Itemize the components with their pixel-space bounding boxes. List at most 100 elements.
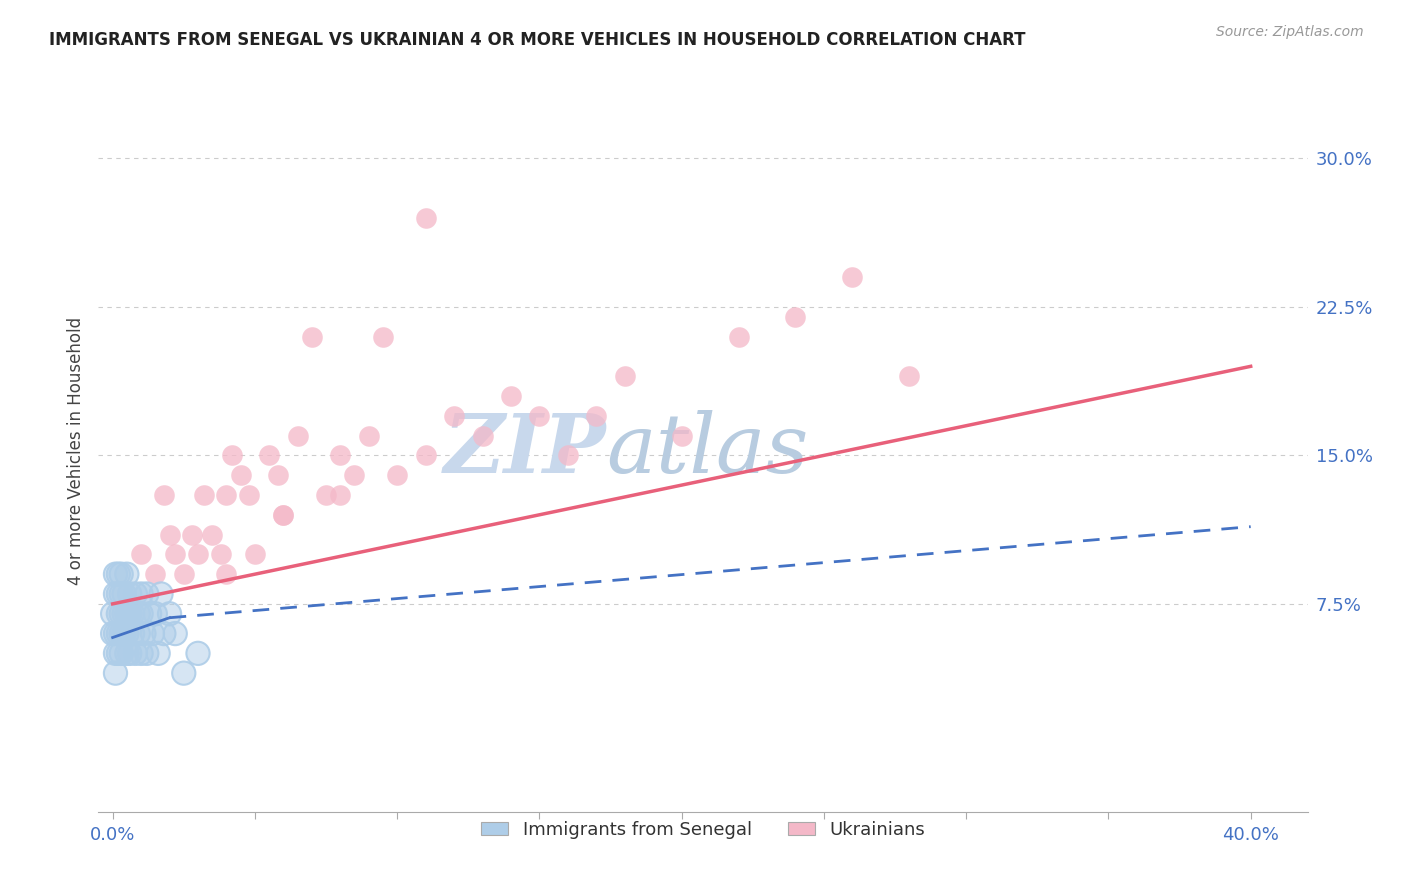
Point [671, 428, 693, 442]
Point [110, 567, 132, 582]
Point [159, 607, 181, 621]
Point [898, 369, 921, 384]
Point [165, 626, 187, 640]
Point [129, 607, 152, 621]
Text: IMMIGRANTS FROM SENEGAL VS UKRAINIAN 4 OR MORE VEHICLES IN HOUSEHOLD CORRELATION: IMMIGRANTS FROM SENEGAL VS UKRAINIAN 4 O… [49, 31, 1026, 49]
Point [110, 646, 132, 660]
Point [329, 488, 352, 502]
Point [841, 270, 863, 285]
Point [107, 587, 129, 601]
Point [173, 666, 195, 681]
Point [727, 329, 749, 343]
Point [110, 567, 132, 582]
Point [104, 646, 127, 660]
Point [112, 626, 135, 640]
Point [141, 626, 163, 640]
Point [118, 607, 141, 621]
Point [153, 488, 176, 502]
Point [135, 646, 157, 660]
Point [557, 449, 579, 463]
Point [115, 646, 138, 660]
Point [124, 646, 146, 660]
Point [143, 607, 166, 621]
Point [101, 607, 124, 621]
Point [585, 409, 607, 423]
Point [118, 646, 141, 660]
Point [315, 488, 337, 502]
Point [101, 607, 124, 621]
Point [181, 527, 204, 541]
Point [209, 548, 232, 562]
Point [118, 607, 141, 621]
Point [385, 468, 408, 483]
Point [124, 646, 146, 660]
Point [135, 587, 157, 601]
Point [143, 607, 166, 621]
Legend: Immigrants from Senegal, Ukrainians: Immigrants from Senegal, Ukrainians [474, 814, 932, 846]
Point [104, 587, 127, 601]
Point [613, 369, 636, 384]
Point [104, 587, 127, 601]
Point [112, 587, 135, 601]
Point [343, 468, 366, 483]
Point [110, 607, 132, 621]
Point [229, 468, 252, 483]
Point [173, 567, 195, 582]
Point [273, 508, 295, 522]
Point [115, 607, 138, 621]
Text: ZIP: ZIP [444, 410, 606, 491]
Point [121, 626, 143, 640]
Point [104, 567, 127, 582]
Point [118, 587, 141, 601]
Point [141, 626, 163, 640]
Point [107, 567, 129, 582]
Point [115, 646, 138, 660]
Point [112, 587, 135, 601]
Point [201, 527, 224, 541]
Point [153, 626, 176, 640]
Point [121, 626, 143, 640]
Point [415, 449, 437, 463]
Point [165, 548, 187, 562]
Point [135, 587, 157, 601]
Point [115, 626, 138, 640]
Point [112, 626, 135, 640]
Point [110, 626, 132, 640]
Point [129, 587, 152, 601]
Point [187, 646, 209, 660]
Point [127, 607, 149, 621]
Point [112, 607, 135, 621]
Point [173, 666, 195, 681]
Point [357, 428, 380, 442]
Point [107, 607, 129, 621]
Point [104, 646, 127, 660]
Point [150, 587, 173, 601]
Point [104, 626, 127, 640]
Point [529, 409, 551, 423]
Point [127, 607, 149, 621]
Point [115, 626, 138, 640]
Point [415, 211, 437, 225]
Point [104, 666, 127, 681]
Point [221, 449, 243, 463]
Point [118, 646, 141, 660]
Point [471, 428, 494, 442]
Point [129, 607, 152, 621]
Text: atlas: atlas [606, 410, 808, 491]
Point [132, 626, 155, 640]
Point [129, 587, 152, 601]
Point [107, 587, 129, 601]
Point [138, 607, 160, 621]
Point [107, 626, 129, 640]
Point [127, 626, 149, 640]
Point [121, 607, 143, 621]
Point [110, 626, 132, 640]
Point [193, 488, 215, 502]
Point [785, 310, 807, 324]
Point [104, 567, 127, 582]
Point [110, 646, 132, 660]
Point [159, 527, 181, 541]
Point [115, 607, 138, 621]
Point [287, 428, 309, 442]
Point [301, 329, 323, 343]
